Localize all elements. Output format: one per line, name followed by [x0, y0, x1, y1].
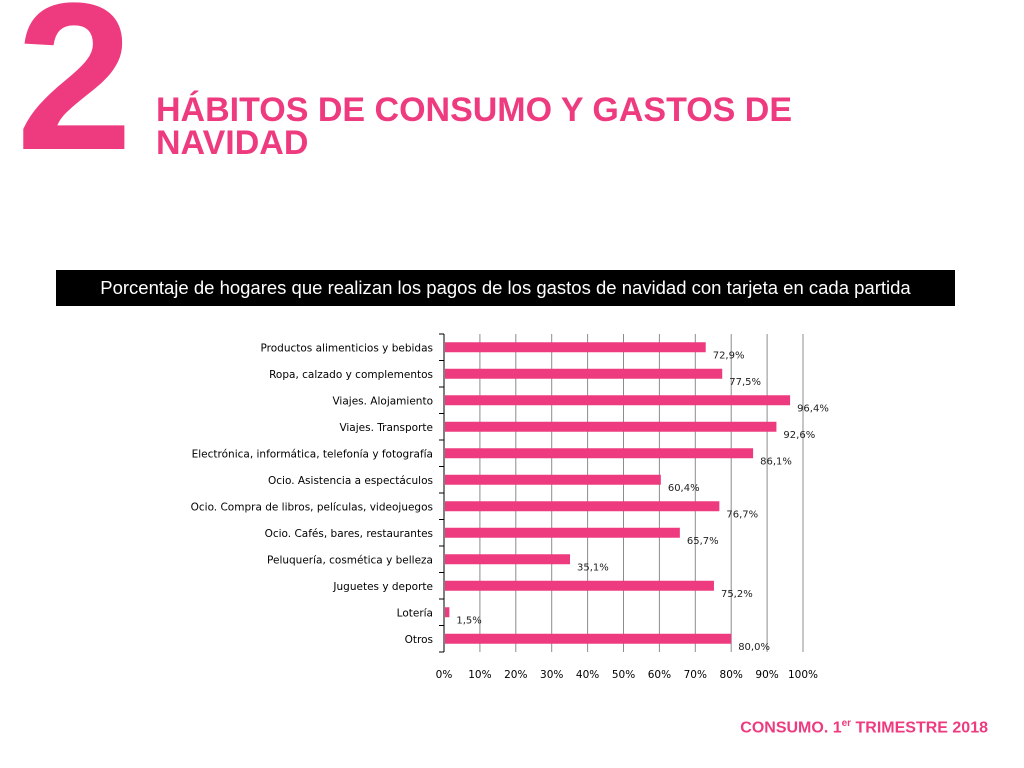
bar [445, 501, 720, 512]
bar [445, 527, 680, 538]
bar [445, 633, 732, 644]
section-number: 2 [16, 0, 133, 194]
chart-title: Porcentaje de hogares que realizan los p… [56, 270, 955, 306]
category-label: Ocio. Cafés, bares, restaurantes [265, 528, 433, 540]
category-label: Viajes. Transporte [339, 422, 433, 434]
footer-suffix: TRIMESTRE 2018 [851, 719, 989, 737]
category-label: Ocio. Compra de libros, películas, video… [191, 501, 433, 513]
category-label: Ocio. Asistencia a espectáculos [268, 475, 433, 487]
data-label: 77,5% [729, 377, 761, 388]
data-label: 80,0% [738, 642, 770, 653]
x-tick-label: 30% [540, 669, 563, 681]
data-label: 60,4% [668, 483, 700, 494]
category-label: Ropa, calzado y complementos [269, 369, 433, 381]
x-tick-label: 20% [504, 669, 527, 681]
footer-text: CONSUMO. 1er TRIMESTRE 2018 [740, 718, 988, 737]
data-label: 96,4% [797, 403, 829, 414]
bar [445, 395, 791, 406]
x-tick-label: 40% [576, 669, 599, 681]
bar [445, 554, 571, 565]
x-tick-label: 100% [788, 669, 818, 681]
data-label: 35,1% [577, 562, 609, 573]
bar [445, 342, 706, 353]
category-label: Viajes. Alojamiento [332, 395, 433, 407]
footer-superscript: er [841, 718, 852, 729]
bar [445, 580, 714, 591]
data-label: 72,9% [713, 350, 745, 361]
category-label: Lotería [397, 607, 433, 619]
x-tick-label: 70% [684, 669, 707, 681]
data-label: 1,5% [456, 615, 481, 626]
bar [445, 474, 661, 485]
category-label: Peluquería, cosmética y belleza [267, 554, 433, 566]
category-label: Electrónica, informática, telefonía y fo… [192, 448, 433, 460]
category-label: Juguetes y deporte [332, 581, 433, 593]
x-tick-label: 50% [612, 669, 635, 681]
x-tick-label: 60% [648, 669, 671, 681]
footer-prefix: CONSUMO. 1 [740, 719, 842, 737]
data-label: 86,1% [760, 456, 792, 467]
data-label: 65,7% [687, 536, 719, 547]
bar [445, 421, 777, 432]
data-label: 92,6% [783, 430, 815, 441]
bar [445, 448, 754, 459]
data-label: 76,7% [726, 509, 758, 520]
data-label: 75,2% [721, 589, 753, 600]
page-title: HÁBITOS DE CONSUMO Y GASTOS DE NAVIDAD [156, 91, 793, 162]
bar [445, 368, 723, 379]
x-tick-label: 90% [755, 669, 778, 681]
category-label: Productos alimenticios y bebidas [261, 342, 434, 354]
category-label: Otros [405, 634, 433, 646]
x-tick-label: 0% [436, 669, 453, 681]
x-tick-label: 10% [468, 669, 491, 681]
bar [445, 607, 450, 618]
x-tick-label: 80% [720, 669, 743, 681]
